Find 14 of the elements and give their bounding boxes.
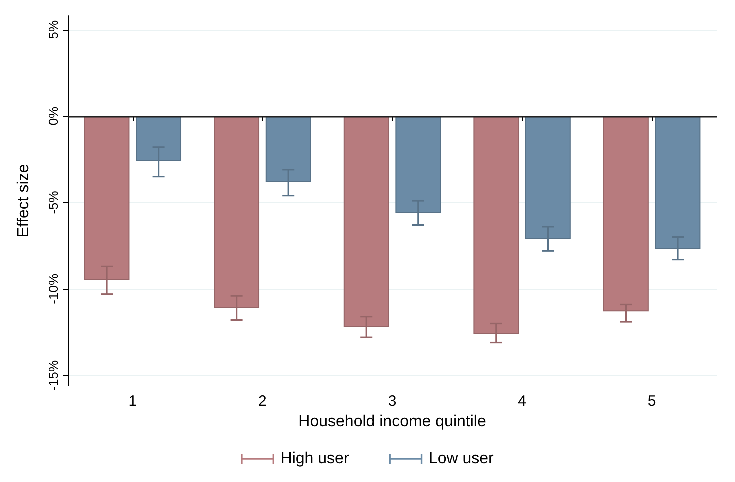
x-axis-title: Household income quintile: [298, 414, 486, 430]
y-tick-label: -15%: [46, 360, 61, 391]
x-tick-label: 3: [388, 393, 397, 410]
x-tick-label: 5: [648, 393, 656, 410]
y-tick-label: 0%: [46, 106, 61, 126]
x-tick-label: 4: [518, 393, 526, 410]
legend-label: Low user: [428, 450, 495, 468]
legend-label: High user: [280, 450, 350, 468]
y-tick-label: -10%: [46, 274, 61, 304]
y-tick-label: 5%: [46, 20, 61, 40]
x-tick-label: 2: [258, 393, 267, 410]
y-axis-title: Effect size: [16, 164, 32, 238]
y-tick-label: -5%: [46, 190, 61, 214]
x-tick-label: 1: [128, 393, 138, 410]
